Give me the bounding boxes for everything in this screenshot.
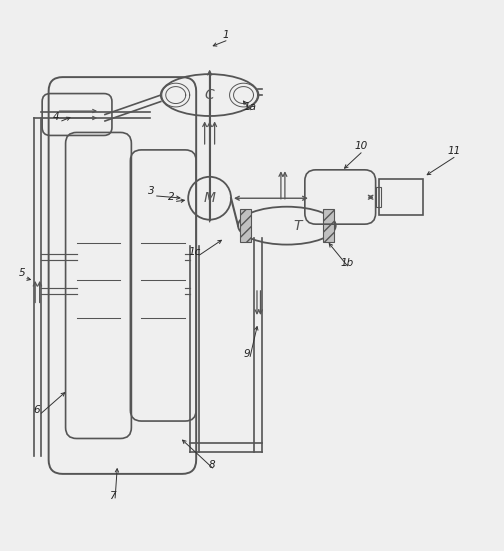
Text: T: T [294, 219, 302, 233]
Text: 1b: 1b [340, 258, 353, 268]
Text: 1: 1 [223, 30, 229, 40]
Text: C: C [205, 88, 215, 102]
Text: 4: 4 [53, 112, 60, 122]
Bar [379, 179, 423, 215]
Text: 5: 5 [19, 268, 25, 278]
Bar [323, 209, 334, 242]
Text: 8: 8 [209, 460, 215, 470]
Bar [240, 209, 251, 242]
Bar [375, 187, 381, 207]
Text: 3: 3 [148, 186, 155, 196]
Text: 9: 9 [244, 349, 250, 359]
Text: 10: 10 [354, 141, 367, 151]
Text: 6: 6 [33, 405, 40, 415]
Text: 1a: 1a [243, 102, 256, 112]
Text: 7: 7 [109, 491, 116, 501]
Text: M: M [204, 191, 216, 205]
Text: 1c: 1c [188, 247, 201, 257]
Text: 11: 11 [447, 146, 461, 156]
Text: 2: 2 [168, 192, 174, 202]
